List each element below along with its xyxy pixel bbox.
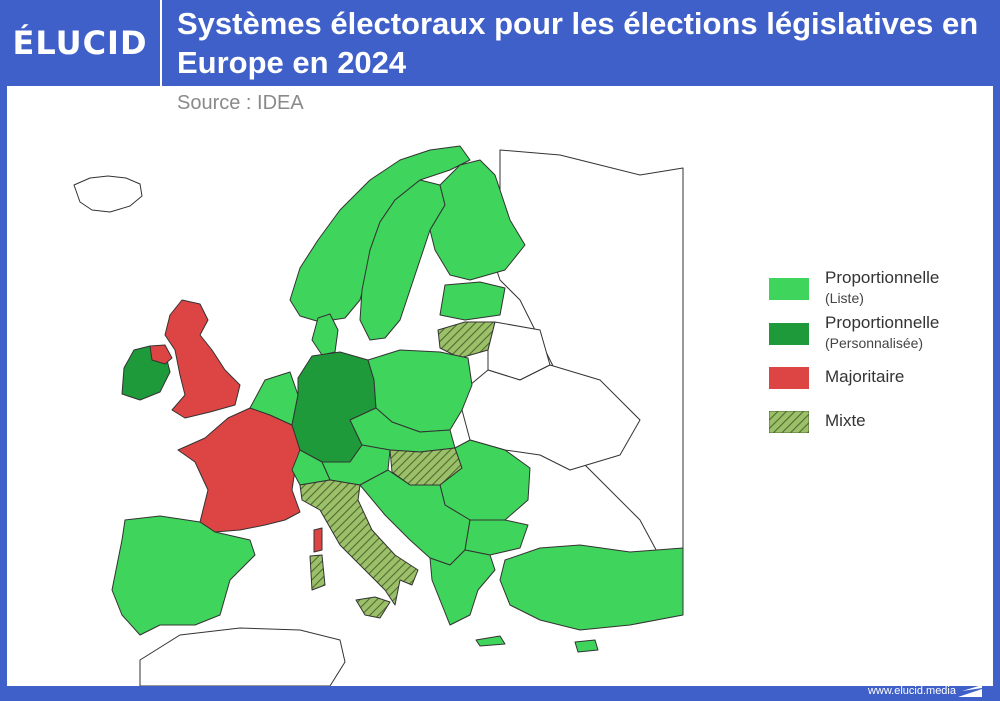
- legend-swatch: [769, 278, 809, 300]
- country-crete: [475, 635, 506, 647]
- legend-label: Majoritaire: [825, 367, 905, 386]
- website-link[interactable]: www.elucid.media: [867, 685, 956, 697]
- country-norway: [289, 145, 471, 323]
- north-africa-outline: [139, 627, 346, 686]
- country-bulgaria: [464, 519, 529, 556]
- country-finland: [429, 159, 526, 281]
- legend-swatch-hatched: [769, 411, 809, 433]
- map-panel: Source : IDEA Proportionnelle (Liste) Pr…: [7, 86, 993, 686]
- country-italy: [299, 479, 419, 606]
- elucid-mark-icon: [958, 685, 982, 697]
- country-uk: [164, 299, 241, 419]
- country-lithuania: [437, 321, 496, 359]
- country-cyprus: [574, 639, 599, 653]
- country-poland: [367, 349, 473, 433]
- country-baltics: [439, 281, 506, 321]
- legend-label: Proportionnelle: [825, 313, 940, 332]
- legend-sublabel: (Liste): [825, 290, 864, 306]
- legend-swatch: [769, 323, 809, 345]
- country-corsica: [313, 527, 323, 553]
- country-sicily: [355, 596, 391, 619]
- country-denmark: [311, 313, 339, 356]
- page-title: Systèmes électoraux pour les élections l…: [177, 6, 979, 80]
- country-sardinia: [309, 554, 326, 591]
- country-iceland: [73, 175, 143, 213]
- logo-text: ÉLUCID: [12, 24, 148, 62]
- country-greece: [429, 549, 496, 626]
- legend-sublabel: (Personnalisée): [825, 335, 924, 351]
- legend-label: Mixte: [825, 411, 866, 430]
- country-sweden: [359, 179, 446, 341]
- country-switzerland: [291, 449, 331, 486]
- legend-label: Proportionnelle: [825, 268, 940, 287]
- europe-map: [73, 145, 684, 686]
- elucid-logo[interactable]: ÉLUCID: [0, 0, 162, 86]
- country-france: [177, 407, 301, 533]
- country-northern-ireland: [149, 344, 173, 365]
- header: ÉLUCID Systèmes électoraux pour les élec…: [0, 0, 1000, 86]
- source-label: Source : IDEA: [177, 92, 304, 114]
- country-spain-portugal: [111, 515, 256, 636]
- legend-swatch: [769, 367, 809, 389]
- country-turkey: [499, 544, 684, 631]
